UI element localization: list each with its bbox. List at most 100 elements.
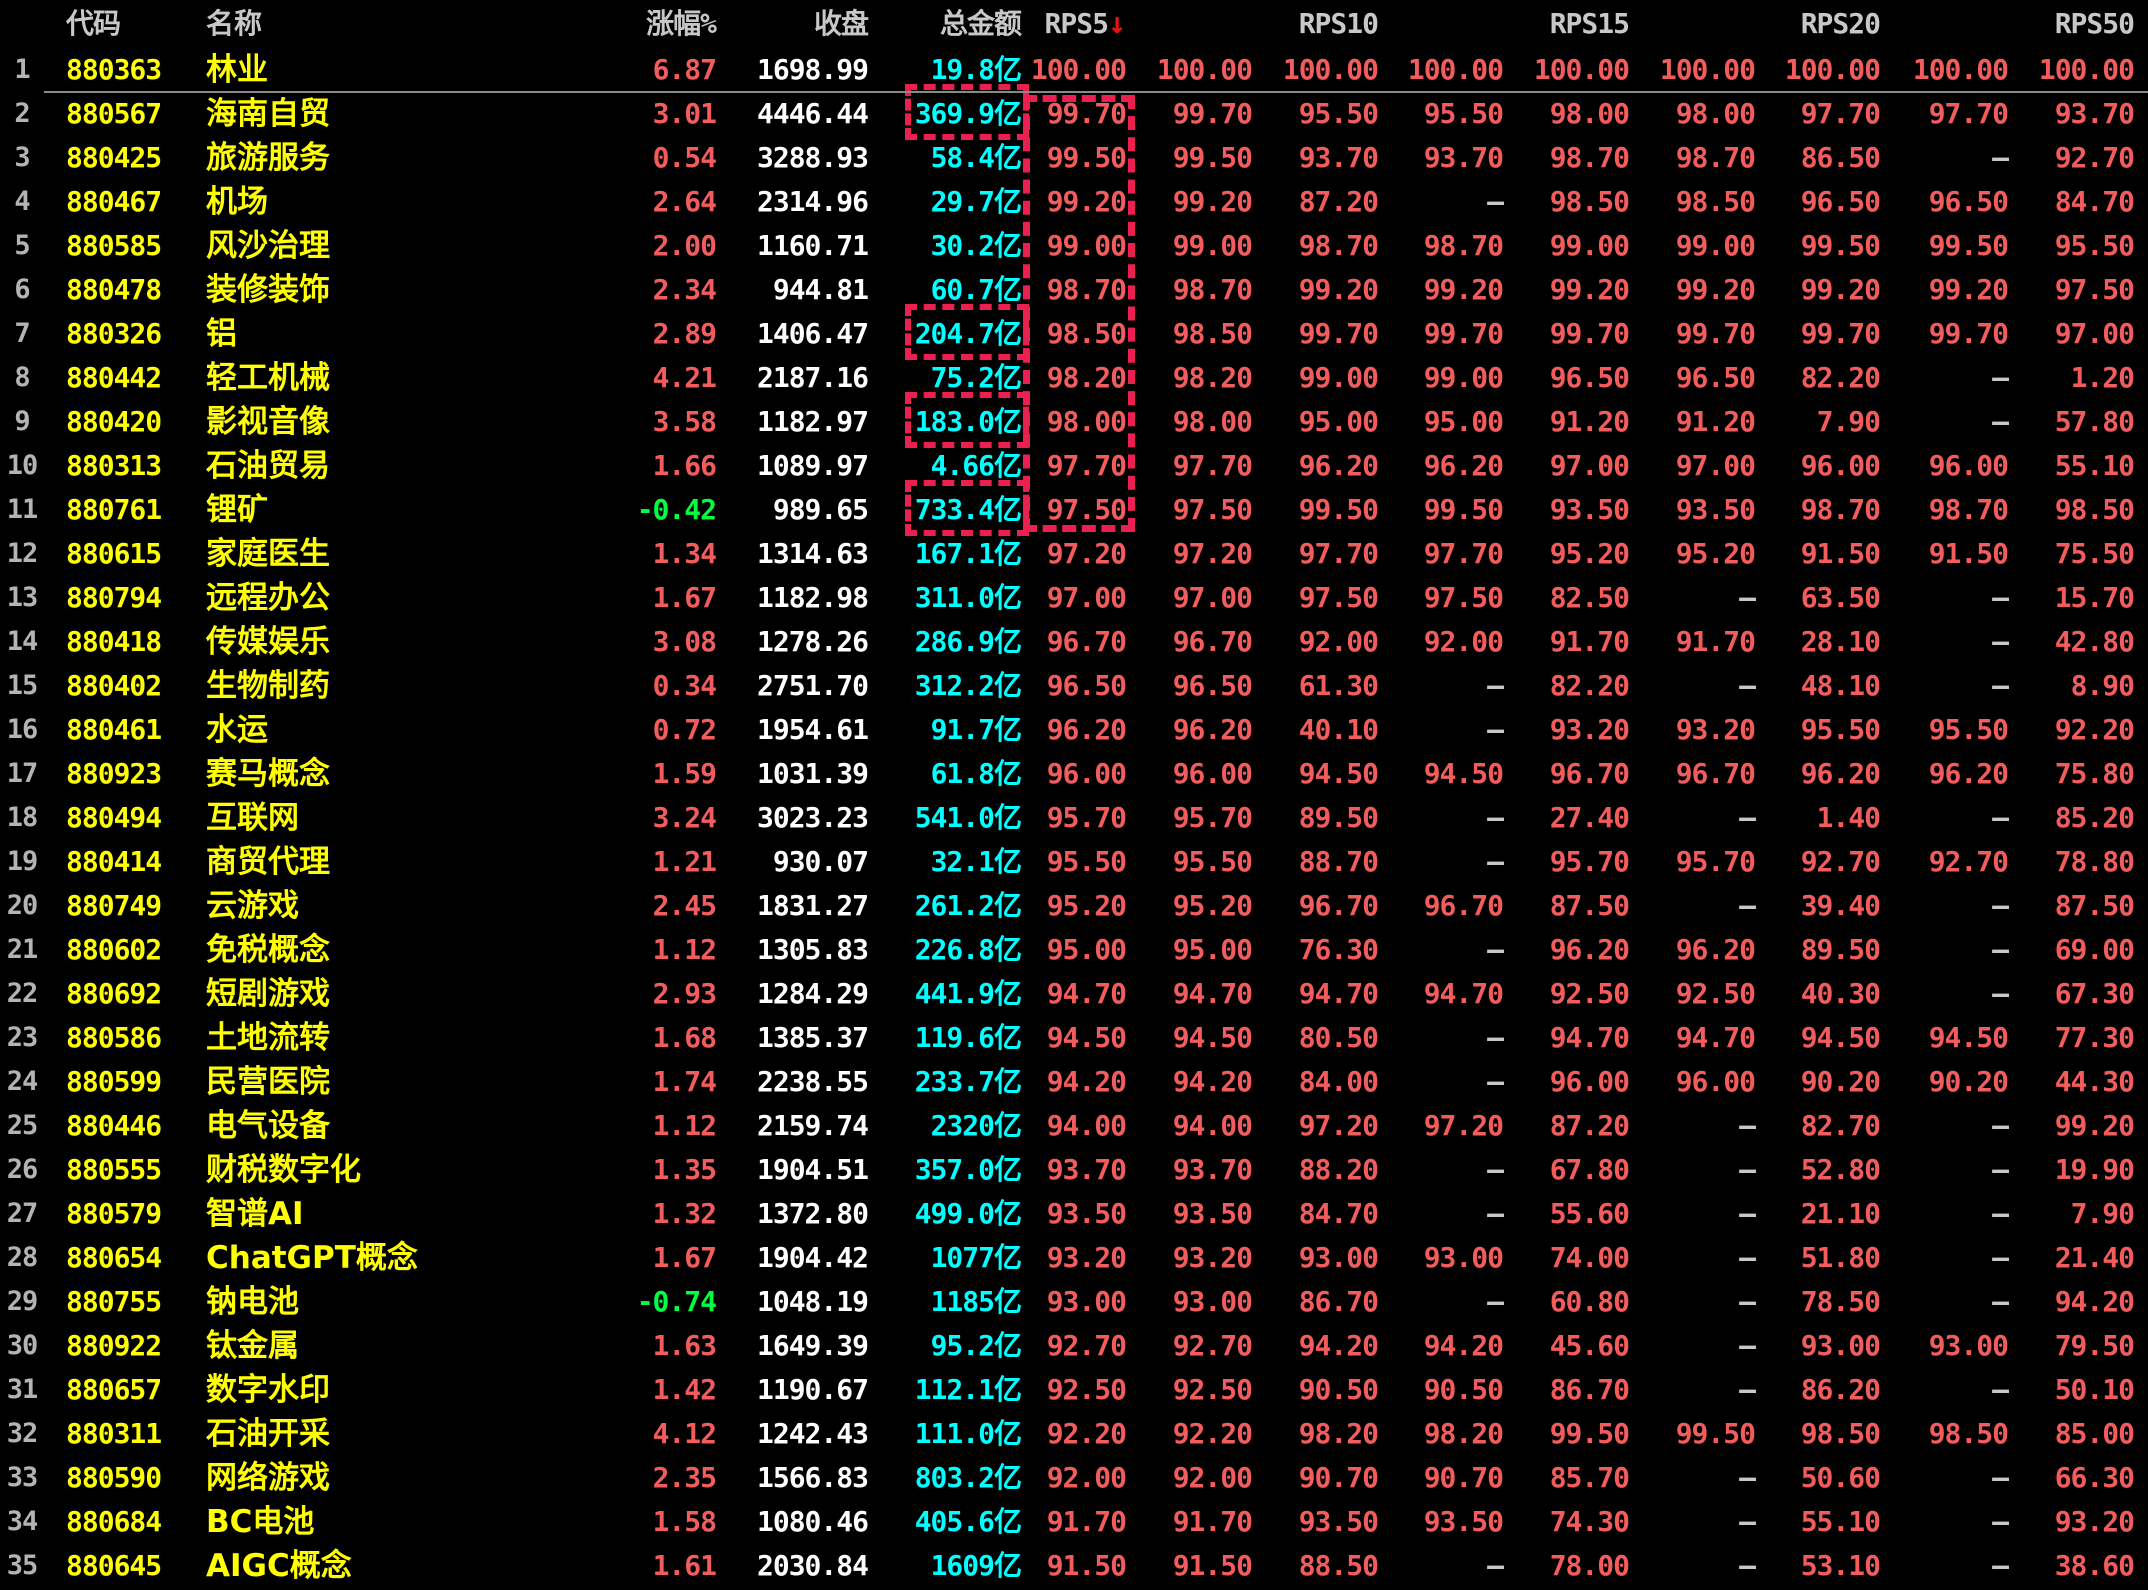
- rps-value: 97.00: [1172, 581, 1253, 614]
- table-row[interactable]: 4 880467 机场 2.64 2314.96 29.7亿 99.20 99.20 87.20…: [0, 180, 2148, 224]
- close-value: 944.81: [772, 273, 869, 306]
- rps-value: 94.20: [1423, 1329, 1504, 1362]
- table-row[interactable]: 28 880654 ChatGPT概念 1.67 1904.42 1077亿 93.20 93…: [0, 1236, 2148, 1280]
- table-row[interactable]: 29 880755 钠电池 -0.74 1048.19 1185亿 93.00 93.00 86…: [0, 1280, 2148, 1324]
- change-pct-column-header[interactable]: 涨幅%: [646, 7, 717, 40]
- table-row[interactable]: 16 880461 水运 0.72 1954.61 91.7亿 96.20 96.20 40.1…: [0, 708, 2148, 752]
- change-pct-value: 1.63: [652, 1329, 717, 1362]
- rps-value: 92.50: [1046, 1373, 1127, 1406]
- rps-value: 8.90: [2070, 669, 2135, 702]
- rps-value: 97.50: [1172, 493, 1253, 526]
- rps5-column-header[interactable]: RPS5↓: [1021, 0, 1127, 48]
- table-row[interactable]: 13 880794 远程办公 1.67 1182.98 311.0亿 97.00 97.00 9…: [0, 576, 2148, 620]
- change-pct-value: 4.12: [652, 1417, 717, 1450]
- rps-value: 61.30: [1298, 669, 1379, 702]
- rps15-secondary-column-header[interactable]: [1629, 0, 1755, 48]
- rps-value: 97.50: [2054, 273, 2135, 306]
- rps-value: 92.50: [1675, 977, 1756, 1010]
- table-row[interactable]: 9 880420 影视音像 3.58 1182.97 183.0亿 98.00 98.00 95…: [0, 392, 2148, 448]
- rps5-secondary-column-header[interactable]: [1126, 0, 1252, 48]
- stock-name: 机场: [206, 184, 268, 220]
- table-row[interactable]: 33 880590 网络游戏 2.35 1566.83 803.2亿 92.00 92.00 9…: [0, 1456, 2148, 1500]
- table-row[interactable]: 25 880446 电气设备 1.12 2159.74 2320亿 94.00 94.00 97…: [0, 1104, 2148, 1148]
- table-row[interactable]: 18 880494 互联网 3.24 3023.23 541.0亿 95.70 95.70 89…: [0, 796, 2148, 840]
- rps-value: 90.20: [1800, 1065, 1881, 1098]
- close-value: 1284.29: [756, 977, 869, 1010]
- close-value: 989.65: [772, 493, 869, 526]
- row-number: 29: [6, 1286, 39, 1317]
- rps15-column-header[interactable]: RPS15: [1549, 7, 1630, 40]
- table-row[interactable]: 20 880749 云游戏 2.45 1831.27 261.2亿 95.20 95.20 96…: [0, 884, 2148, 928]
- table-row[interactable]: 27 880579 智谱AI 1.32 1372.80 499.0亿 93.50 93.50 8…: [0, 1192, 2148, 1236]
- table-row[interactable]: 34 880684 BC电池 1.58 1080.46 405.6亿 91.70 91.70 9…: [0, 1500, 2148, 1544]
- close-value: 1372.80: [756, 1197, 869, 1230]
- rps50-column-header[interactable]: RPS50: [2054, 7, 2135, 40]
- rps10-column-header[interactable]: RPS10: [1298, 7, 1379, 40]
- rps-value: 94.50: [1172, 1021, 1253, 1054]
- table-row[interactable]: 14 880418 传媒娱乐 3.08 1278.26 286.9亿 96.70 96.70 9…: [0, 620, 2148, 664]
- table-row[interactable]: 6 880478 装修装饰 2.34 944.81 60.7亿 98.70 98.70 99.2…: [0, 268, 2148, 312]
- rps20-column-header[interactable]: RPS20: [1800, 7, 1881, 40]
- rps-value: –: [1487, 1065, 1504, 1098]
- row-number: 18: [6, 802, 39, 833]
- table-row[interactable]: 8 880442 轻工机械 4.21 2187.16 75.2亿 98.20 98.20 99.…: [0, 356, 2148, 400]
- rps20-secondary-column-header[interactable]: [1880, 0, 2008, 48]
- rps-value: 93.20: [1549, 713, 1630, 746]
- rps-value: 98.70: [1298, 229, 1379, 262]
- rps-value: –: [1739, 1241, 1756, 1274]
- rps-value: 82.20: [1549, 669, 1630, 702]
- table-row[interactable]: 5 880585 风沙治理 2.00 1160.71 30.2亿 99.00 99.00 98.…: [0, 224, 2148, 268]
- rps-value: 99.50: [1172, 141, 1253, 174]
- stock-code: 880602: [66, 933, 162, 966]
- rps-value: 94.50: [1298, 757, 1379, 790]
- rps-value: 96.50: [1046, 669, 1127, 702]
- rps-value: 98.70: [1172, 273, 1253, 306]
- rps-value: 92.00: [1046, 1461, 1127, 1494]
- rps-value: 98.70: [1928, 493, 2009, 526]
- rps-value: 92.20: [2054, 713, 2135, 746]
- table-row[interactable]: 30 880922 钛金属 1.63 1649.39 95.2亿 92.70 92.70 94.…: [0, 1324, 2148, 1368]
- close-value: 1182.97: [756, 405, 869, 438]
- table-row[interactable]: 31 880657 数字水印 1.42 1190.67 112.1亿 92.50 92.50 9…: [0, 1368, 2148, 1412]
- table-row[interactable]: 23 880586 土地流转 1.68 1385.37 119.6亿 94.50 94.50 8…: [0, 1016, 2148, 1060]
- amount-column-header[interactable]: 总金额: [939, 7, 1022, 40]
- table-row[interactable]: 11 880761 锂矿 -0.42 989.65 733.4亿 97.50 97.50 99.…: [0, 480, 2148, 536]
- rps10-secondary-column-header[interactable]: [1378, 0, 1503, 48]
- amount-value: 286.9亿: [868, 620, 1022, 664]
- table-row[interactable]: 2 880567 海南自贸 3.01 4446.44 369.9亿 99.70 99.70 95…: [0, 84, 2148, 140]
- rps-value: 96.50: [1800, 185, 1881, 218]
- table-row[interactable]: 24 880599 民营医院 1.74 2238.55 233.7亿 94.20 94.20 8…: [0, 1060, 2148, 1104]
- table-row[interactable]: 26 880555 财税数字化 1.35 1904.51 357.0亿 93.70 93.70…: [0, 1148, 2148, 1192]
- name-column-header[interactable]: 名称: [206, 7, 263, 40]
- table-row[interactable]: 21 880602 免税概念 1.12 1305.83 226.8亿 95.00 95.00 7…: [0, 928, 2148, 972]
- stock-name: 石油贸易: [206, 448, 330, 484]
- code-column-header[interactable]: 代码: [66, 7, 121, 40]
- rps-value: 79.50: [2054, 1329, 2135, 1362]
- table-row[interactable]: 10 880313 石油贸易 1.66 1089.97 4.66亿 97.70 97.70 96…: [0, 444, 2148, 488]
- table-row[interactable]: 7 880326 铝 2.89 1406.47 204.7亿 98.50 98.50 99.70…: [0, 304, 2148, 360]
- rps-value: 90.20: [1928, 1065, 2009, 1098]
- close-value: 1954.61: [756, 713, 869, 746]
- table-row[interactable]: 17 880923 赛马概念 1.59 1031.39 61.8亿 96.00 96.00 94…: [0, 752, 2148, 796]
- rps-value: 93.50: [1675, 493, 1756, 526]
- table-row[interactable]: 3 880425 旅游服务 0.54 3288.93 58.4亿 99.50 99.50 93.…: [0, 136, 2148, 180]
- table-row[interactable]: 32 880311 石油开采 4.12 1242.43 111.0亿 92.20 92.20 9…: [0, 1412, 2148, 1456]
- table-row[interactable]: 15 880402 生物制药 0.34 2751.70 312.2亿 96.50 96.50 6…: [0, 664, 2148, 708]
- rps-value: 96.20: [1549, 933, 1630, 966]
- rps-value: 99.00: [1423, 361, 1504, 394]
- close-column-header[interactable]: 收盘: [813, 7, 869, 40]
- amount-text: 261.2亿: [914, 889, 1022, 922]
- row-number: 33: [6, 1462, 39, 1493]
- rps-value: 98.70: [1675, 141, 1756, 174]
- table-row[interactable]: 12 880615 家庭医生 1.34 1314.63 167.1亿 97.20 97.20 9…: [0, 532, 2148, 576]
- rps-value: 97.70: [1928, 97, 2009, 130]
- stock-code: 880590: [66, 1461, 162, 1494]
- change-pct-value: 1.74: [652, 1065, 717, 1098]
- table-row[interactable]: 19 880414 商贸代理 1.21 930.07 32.1亿 95.50 95.50 88.…: [0, 840, 2148, 884]
- rps-value: 92.00: [1423, 625, 1504, 658]
- sort-desc-arrow-icon: ↓: [1107, 6, 1126, 41]
- table-row[interactable]: 1 880363 林业 6.87 1698.99 19.8亿 100.00 100.00 100…: [0, 48, 2148, 92]
- table-row[interactable]: 22 880692 短剧游戏 2.93 1284.29 441.9亿 94.70 94.70 9…: [0, 972, 2148, 1016]
- rps-value: 99.70: [1423, 317, 1504, 350]
- table-row[interactable]: 35 880645 AIGC概念 1.61 2030.84 1609亿 91.50 91.50…: [0, 1544, 2148, 1588]
